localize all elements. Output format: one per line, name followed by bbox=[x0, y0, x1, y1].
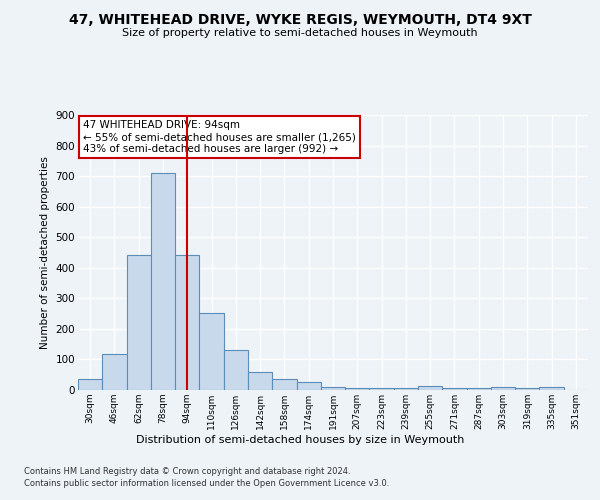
Text: 47, WHITEHEAD DRIVE, WYKE REGIS, WEYMOUTH, DT4 9XT: 47, WHITEHEAD DRIVE, WYKE REGIS, WEYMOUT… bbox=[68, 12, 532, 26]
Bar bbox=[102, 354, 127, 390]
Bar bbox=[442, 388, 467, 390]
Bar bbox=[418, 386, 442, 390]
Bar bbox=[345, 388, 370, 390]
Bar bbox=[515, 388, 539, 390]
Text: Contains HM Land Registry data © Crown copyright and database right 2024.: Contains HM Land Registry data © Crown c… bbox=[24, 468, 350, 476]
Bar bbox=[296, 382, 321, 390]
Bar bbox=[539, 387, 564, 390]
Bar bbox=[491, 387, 515, 390]
Text: 47 WHITEHEAD DRIVE: 94sqm
← 55% of semi-detached houses are smaller (1,265)
43% : 47 WHITEHEAD DRIVE: 94sqm ← 55% of semi-… bbox=[83, 120, 356, 154]
Bar bbox=[370, 388, 394, 390]
Text: Contains public sector information licensed under the Open Government Licence v3: Contains public sector information licen… bbox=[24, 479, 389, 488]
Bar bbox=[224, 350, 248, 390]
Bar bbox=[394, 388, 418, 390]
Text: Distribution of semi-detached houses by size in Weymouth: Distribution of semi-detached houses by … bbox=[136, 435, 464, 445]
Bar bbox=[127, 254, 151, 390]
Bar bbox=[321, 387, 345, 390]
Text: Size of property relative to semi-detached houses in Weymouth: Size of property relative to semi-detach… bbox=[122, 28, 478, 38]
Bar bbox=[78, 380, 102, 390]
Y-axis label: Number of semi-detached properties: Number of semi-detached properties bbox=[40, 156, 50, 349]
Bar bbox=[175, 254, 199, 390]
Bar bbox=[151, 173, 175, 390]
Bar bbox=[467, 388, 491, 390]
Bar bbox=[272, 380, 296, 390]
Bar bbox=[199, 312, 224, 390]
Bar bbox=[248, 372, 272, 390]
